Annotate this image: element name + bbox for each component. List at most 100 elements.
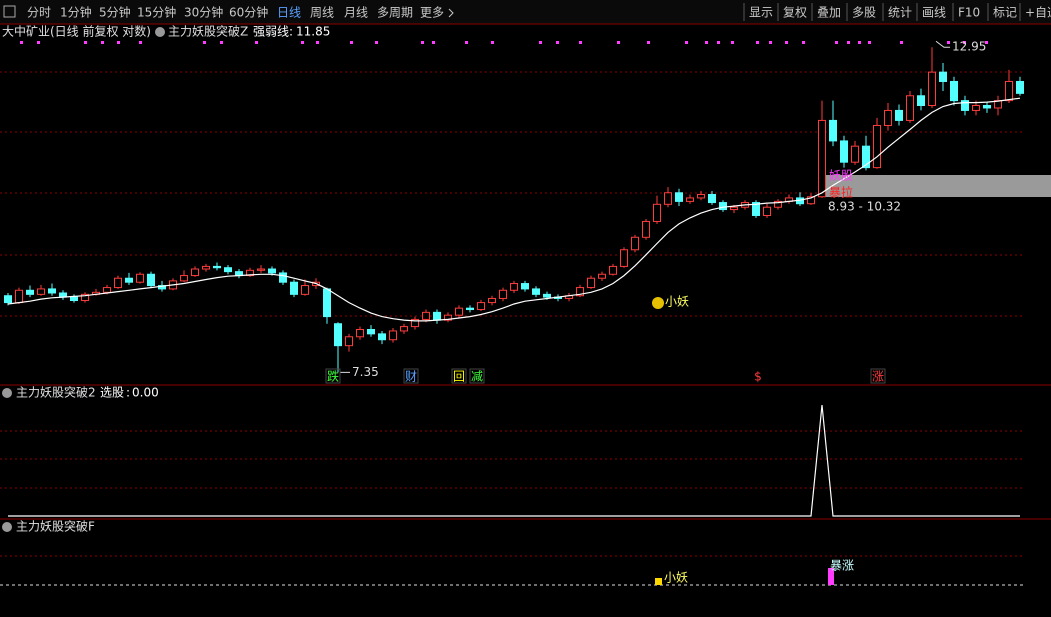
period-tab[interactable]: 60分钟 — [229, 5, 268, 20]
signal-dot — [963, 41, 966, 44]
tool-button[interactable]: 显示 — [749, 6, 773, 20]
candle-body — [444, 314, 452, 321]
high-pointer — [935, 40, 950, 48]
candle-body — [466, 307, 474, 311]
low-label: 7.35 — [352, 365, 379, 379]
candle-body — [774, 200, 782, 208]
candle-body — [114, 277, 122, 289]
period-tab[interactable]: 30分钟 — [184, 5, 223, 20]
candle-body — [224, 267, 232, 273]
candle-body — [939, 71, 947, 82]
candle-body — [1016, 80, 1024, 94]
candle-body — [477, 302, 485, 311]
candle-body — [15, 289, 23, 304]
toolbar — [0, 0, 1051, 24]
candle-body — [983, 105, 991, 109]
signal-dot — [117, 41, 120, 44]
candle-body — [972, 105, 980, 111]
signal-dot — [769, 41, 772, 44]
candle-body — [1005, 80, 1013, 102]
indicator-name: 主力妖股突破F — [16, 519, 95, 534]
signal-dot — [685, 41, 688, 44]
signal-dot — [220, 41, 223, 44]
signal-label: 回 — [453, 370, 465, 384]
tool-button[interactable]: 叠加 — [817, 6, 841, 20]
signal-box — [451, 368, 467, 384]
signal-dot — [84, 41, 87, 44]
candle-body — [279, 272, 287, 283]
tool-button[interactable]: 标记 — [993, 6, 1017, 20]
indicator-name: 主力妖股突破Z — [168, 24, 248, 39]
menu-icon[interactable] — [3, 5, 16, 18]
candle-body — [543, 293, 551, 298]
signal-bar — [828, 568, 834, 585]
candle-body — [906, 95, 914, 121]
candle-body — [829, 119, 837, 142]
candle-body — [917, 95, 925, 107]
indicator-toggle[interactable] — [155, 27, 165, 37]
tool-button[interactable]: +自选 — [1025, 6, 1051, 20]
candle-body — [345, 336, 353, 347]
candle-body — [818, 119, 826, 198]
signal-label: $ — [754, 370, 762, 384]
chart-title: 大中矿业(日线 前复权 对数) — [2, 24, 151, 39]
period-tab[interactable]: 多周期 — [377, 6, 413, 20]
signal-dot — [947, 41, 950, 44]
period-tab[interactable]: 更多 — [420, 6, 444, 20]
candle-body — [807, 196, 815, 205]
period-tab[interactable]: 月线 — [344, 6, 368, 20]
candle-body — [675, 192, 683, 202]
period-tab[interactable]: 5分钟 — [99, 5, 131, 20]
smiley — [652, 297, 664, 309]
signal-label: 财 — [405, 370, 417, 384]
candle-body — [884, 109, 892, 126]
signal-bar — [655, 578, 662, 585]
candle-body — [389, 330, 397, 341]
signal-dot — [847, 41, 850, 44]
period-tab[interactable]: 1分钟 — [60, 5, 92, 20]
tool-button[interactable]: 多股 — [852, 6, 876, 20]
candle-body — [653, 203, 661, 222]
signal-box — [325, 368, 341, 384]
period-tab[interactable]: 15分钟 — [137, 5, 176, 20]
range-label: 8.93 - 10.32 — [828, 200, 901, 214]
period-tab[interactable]: 周线 — [310, 6, 334, 20]
signal-dot — [37, 41, 40, 44]
signal-dot — [203, 41, 206, 44]
separator: : — [126, 386, 130, 400]
signal-dot — [465, 41, 468, 44]
tool-button[interactable]: 复权 — [783, 6, 807, 20]
candle-body — [862, 145, 870, 169]
signal-dot — [139, 41, 142, 44]
indicator-toggle[interactable] — [2, 522, 12, 532]
candle-body — [950, 80, 958, 102]
period-tab[interactable]: 日线 — [277, 6, 301, 20]
candle-body — [136, 273, 144, 283]
indicator-name: 主力妖股突破2 — [16, 385, 96, 400]
candle-body — [664, 192, 672, 205]
candle-body — [928, 71, 936, 107]
candle-body — [631, 236, 639, 251]
signal-dot — [858, 41, 861, 44]
candle-body — [620, 249, 628, 267]
signal-dot — [835, 41, 838, 44]
candle-body — [433, 311, 441, 321]
candle-body — [499, 289, 507, 299]
period-tab[interactable]: 分时 — [27, 6, 51, 20]
candle-body — [521, 283, 529, 290]
candle-body — [367, 328, 375, 335]
indicator-toggle[interactable] — [2, 388, 12, 398]
tool-button[interactable]: 画线 — [922, 6, 946, 20]
tool-button[interactable]: 统计 — [888, 6, 912, 20]
signal-label: 暴涨 — [830, 558, 854, 573]
signal-dot — [101, 41, 104, 44]
candle-body — [840, 140, 848, 163]
candle-body — [37, 288, 45, 295]
candle-body — [48, 288, 56, 294]
candle-body — [708, 193, 716, 204]
signal-dot — [579, 41, 582, 44]
candle-body — [378, 333, 386, 341]
candle-body — [895, 109, 903, 121]
signal-box — [403, 368, 419, 384]
tool-button[interactable]: F10 — [958, 6, 980, 20]
